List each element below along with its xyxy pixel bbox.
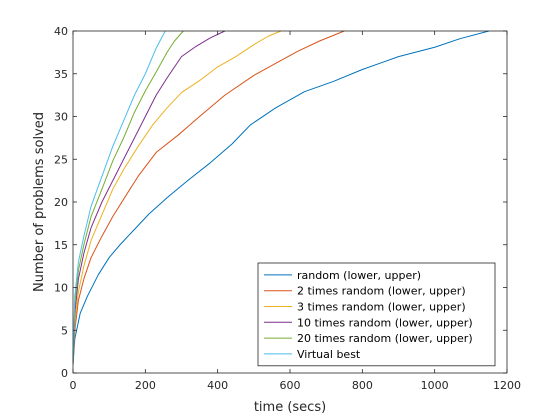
series-line-0 <box>72 30 490 365</box>
y-tick-label-2: 10 <box>54 282 68 295</box>
series-line-2 <box>72 30 282 365</box>
y-axis-label: Number of problems solved <box>32 112 47 292</box>
y-tick-label-8: 40 <box>54 25 68 38</box>
x-tick-label-4: 800 <box>352 379 373 392</box>
y-tick-label-3: 15 <box>54 239 68 252</box>
x-tick-label-5: 1000 <box>421 379 449 392</box>
legend: random (lower, upper) 2 times random (low… <box>257 262 496 367</box>
y-tick-label-7: 35 <box>54 68 68 81</box>
x-tick-label-2: 400 <box>207 379 228 392</box>
legend-entry-4: 20 times random (lower, upper) <box>297 332 473 345</box>
legend-entry-2: 3 times random (lower, upper) <box>297 301 466 314</box>
x-tick-label-3: 600 <box>280 379 301 392</box>
x-tick-label-0: 0 <box>70 379 77 392</box>
legend-entry-1: 2 times random (lower, upper) <box>297 285 466 298</box>
y-tick-label-5: 25 <box>54 153 68 166</box>
series-line-3 <box>72 30 226 365</box>
x-tick-label-6: 1200 <box>493 379 521 392</box>
legend-entry-0: random (lower, upper) <box>297 269 421 282</box>
y-tick-label-6: 30 <box>54 111 68 124</box>
legend-entry-5: Virtual best <box>297 348 361 361</box>
x-tick-label-1: 200 <box>135 379 156 392</box>
series-line-5 <box>72 30 166 365</box>
legend-entry-3: 10 times random (lower, upper) <box>297 316 473 329</box>
y-tick-label-0: 0 <box>61 367 68 380</box>
y-tick-label-1: 5 <box>61 324 68 337</box>
y-tick-label-4: 20 <box>54 196 68 209</box>
x-axis-label: time (secs) <box>254 400 326 415</box>
series-line-4 <box>72 30 184 365</box>
series-layer <box>72 30 490 365</box>
ticks-layer: 0 200 400 600 800 1000 1200 0 5 10 15 20 25 30 35 40 <box>54 25 521 392</box>
legend-box <box>257 262 496 367</box>
series-line-1 <box>72 30 345 365</box>
